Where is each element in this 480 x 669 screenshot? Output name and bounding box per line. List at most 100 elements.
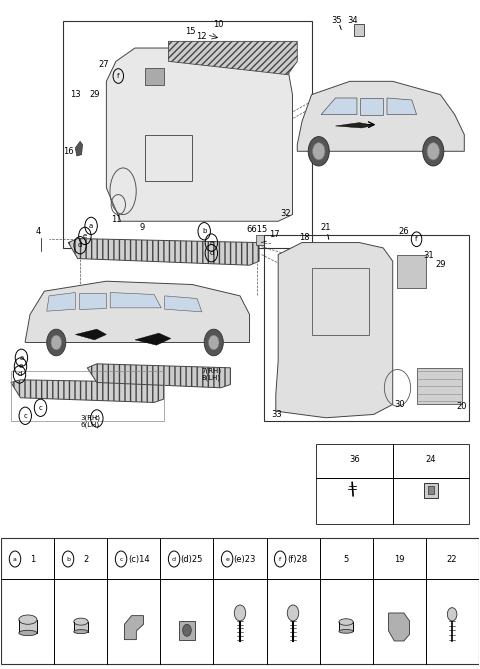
Polygon shape [276, 243, 393, 417]
Text: 33: 33 [271, 410, 282, 419]
Bar [63, 21, 312, 248]
Polygon shape [135, 333, 171, 345]
Polygon shape [165, 296, 202, 312]
Bar [74, 622, 88, 632]
Polygon shape [79, 292, 107, 309]
Text: 24: 24 [426, 455, 436, 464]
Circle shape [234, 605, 246, 621]
Text: 19: 19 [394, 555, 404, 563]
Circle shape [51, 335, 61, 350]
Text: 32: 32 [280, 209, 291, 217]
Text: c: c [95, 415, 99, 421]
Text: 36: 36 [349, 455, 360, 464]
Polygon shape [168, 41, 297, 75]
Circle shape [427, 142, 440, 160]
Text: 7(RH): 7(RH) [202, 368, 222, 375]
Text: f: f [279, 557, 281, 561]
Text: 29: 29 [435, 260, 446, 269]
Text: d: d [17, 371, 22, 377]
Text: (d)25: (d)25 [180, 555, 203, 563]
Bar [417, 368, 462, 405]
Circle shape [183, 624, 191, 636]
Text: 4: 4 [36, 227, 41, 235]
Polygon shape [75, 141, 83, 156]
Circle shape [447, 607, 457, 621]
Bar [144, 134, 192, 181]
Polygon shape [387, 98, 417, 114]
Text: e: e [225, 557, 229, 561]
Text: c: c [120, 557, 123, 561]
Text: 35: 35 [332, 15, 342, 25]
Text: 10: 10 [213, 20, 224, 29]
Ellipse shape [74, 630, 88, 634]
Text: a: a [89, 223, 93, 229]
Text: (c)14: (c)14 [128, 555, 150, 563]
Bar [256, 235, 264, 245]
Polygon shape [68, 239, 259, 265]
Polygon shape [297, 82, 464, 151]
Text: b: b [202, 228, 206, 234]
Text: 8(LH): 8(LH) [202, 375, 221, 381]
Bar [424, 483, 438, 498]
Text: 26: 26 [398, 227, 408, 235]
Circle shape [308, 136, 329, 166]
Circle shape [208, 335, 219, 350]
Circle shape [312, 142, 325, 160]
Text: f: f [415, 236, 418, 242]
Text: 16: 16 [63, 147, 73, 156]
Text: 18: 18 [300, 233, 310, 242]
Bar [180, 621, 194, 640]
Text: 9: 9 [140, 223, 145, 232]
Text: d: d [78, 242, 82, 248]
Text: e: e [83, 233, 87, 239]
Bar [1, 538, 479, 664]
Text: 31: 31 [423, 252, 434, 260]
Bar [19, 619, 37, 633]
Polygon shape [124, 615, 144, 640]
Text: 20: 20 [456, 402, 467, 411]
Polygon shape [389, 613, 409, 641]
Text: a: a [13, 557, 17, 561]
Text: 6615: 6615 [246, 225, 267, 233]
Polygon shape [110, 292, 161, 308]
Bar [339, 622, 353, 632]
Text: f: f [117, 73, 120, 79]
Text: 15: 15 [185, 27, 195, 36]
Text: 11: 11 [111, 215, 121, 224]
Bar [394, 619, 404, 631]
Circle shape [47, 329, 66, 356]
Text: b: b [66, 557, 70, 561]
Text: d: d [209, 250, 214, 256]
Text: 17: 17 [269, 230, 280, 239]
Text: 12: 12 [197, 31, 207, 41]
Polygon shape [11, 380, 164, 403]
Text: 29: 29 [89, 90, 100, 99]
Circle shape [288, 605, 299, 621]
Ellipse shape [19, 630, 37, 636]
Text: c: c [24, 413, 27, 419]
Text: c: c [38, 405, 42, 411]
Polygon shape [75, 329, 107, 340]
Text: 5: 5 [343, 555, 348, 563]
Polygon shape [321, 98, 357, 114]
Bar [312, 268, 369, 334]
Ellipse shape [19, 615, 37, 624]
Bar [428, 486, 434, 494]
Ellipse shape [74, 618, 88, 625]
Polygon shape [87, 364, 230, 388]
Text: e: e [209, 240, 214, 246]
Bar [316, 444, 469, 524]
Bar [144, 68, 164, 85]
Text: 34: 34 [347, 15, 358, 25]
Text: e: e [18, 363, 23, 369]
Circle shape [204, 329, 223, 356]
Bar [397, 254, 426, 288]
Ellipse shape [339, 630, 353, 634]
Text: 30: 30 [395, 400, 405, 409]
Text: 22: 22 [447, 555, 457, 563]
Bar [354, 24, 364, 36]
Text: 1: 1 [30, 555, 36, 563]
Text: 2: 2 [83, 555, 88, 563]
Text: 13: 13 [70, 90, 81, 99]
Text: d: d [172, 557, 176, 561]
